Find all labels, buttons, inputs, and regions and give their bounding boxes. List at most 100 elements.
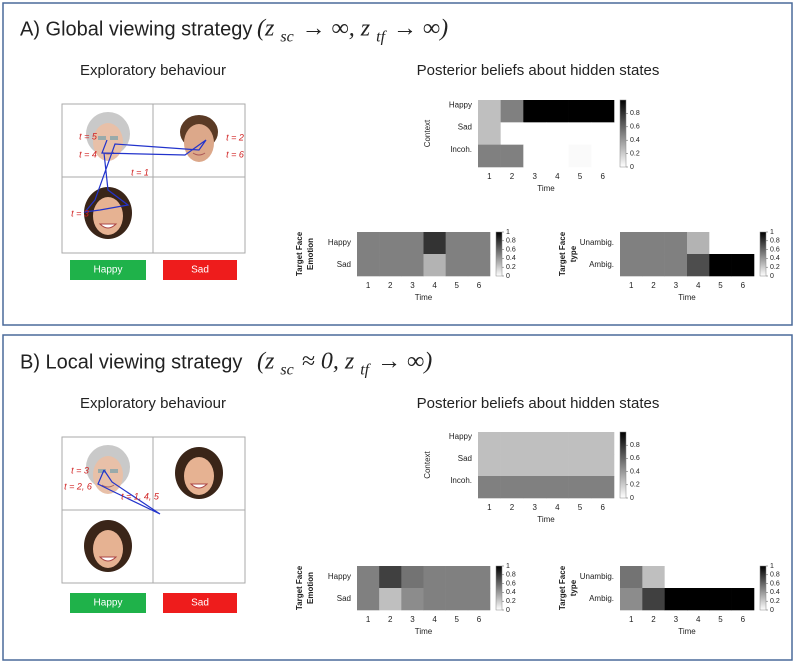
heatmap-cell — [500, 144, 524, 168]
heatmap-cell — [478, 122, 501, 145]
x-tick-label: 3 — [674, 615, 679, 624]
colorbar-tick-label: 0.8 — [770, 238, 780, 245]
x-tick-label: 3 — [532, 172, 537, 181]
heatmap-cell — [379, 566, 402, 589]
heatmap-cell — [478, 100, 501, 123]
heatmap-cell — [731, 588, 755, 611]
x-tick-label: 5 — [718, 281, 723, 290]
colorbar-tick-label: 0.2 — [506, 264, 516, 271]
heatmap-cell — [478, 144, 501, 168]
colorbar-tick-label: 0.2 — [770, 264, 780, 271]
row-label: Sad — [337, 594, 351, 603]
heatmap-cell — [423, 588, 446, 611]
time-label: t = 4 — [79, 149, 97, 159]
formula: → ∞) — [377, 349, 432, 375]
heatmap-cell — [664, 588, 688, 611]
y-axis-label: Context — [423, 119, 432, 147]
panel-title: B) Local viewing strategy — [20, 351, 242, 373]
heatmap-cell — [591, 454, 615, 477]
heatmap-cell — [546, 432, 569, 455]
y-axis-label: Target Face — [295, 231, 304, 276]
formula-subscript: tf — [360, 362, 371, 379]
panel-b — [2, 334, 793, 661]
y-axis-label: Target Face — [558, 231, 567, 276]
x-tick-label: 5 — [578, 503, 583, 512]
heatmap-cell — [687, 232, 710, 255]
heatmap-cell — [642, 254, 665, 277]
colorbar-tick-label: 0.2 — [506, 598, 516, 605]
heatmap-cell — [467, 588, 491, 611]
x-tick-label: 2 — [651, 615, 656, 624]
x-tick-label: 1 — [366, 281, 371, 290]
heatmap-cell — [568, 100, 592, 123]
heatmap-cell — [568, 454, 592, 477]
right-heading: Posterior beliefs about hidden states — [417, 62, 660, 79]
colorbar-tick-label: 0.4 — [506, 255, 516, 262]
colorbar-tick-label: 0.4 — [630, 468, 640, 475]
heatmap-cell — [423, 566, 446, 589]
y-axis-label: Context — [423, 450, 432, 478]
heatmap-cell — [731, 566, 755, 589]
face — [83, 186, 133, 240]
colorbar — [495, 565, 503, 611]
x-axis-label: Time — [537, 184, 555, 193]
colorbar-tick-label: 0.8 — [630, 442, 640, 449]
y-axis-label: Emotion — [306, 572, 315, 604]
formula: (z — [257, 349, 275, 375]
heatmap-cell — [664, 232, 688, 255]
button-label: Happy — [94, 265, 123, 276]
time-label: t = 1 — [131, 167, 149, 177]
x-tick-label: 1 — [629, 615, 634, 624]
heatmap-cell — [379, 254, 402, 277]
x-axis-label: Time — [415, 293, 433, 302]
button-label: Happy — [94, 598, 123, 609]
heatmap-cell — [445, 232, 469, 255]
heatmap-cell — [664, 254, 688, 277]
colorbar-tick-label: 1 — [770, 229, 774, 236]
panel-border — [2, 2, 793, 326]
heatmap-cell — [620, 588, 643, 611]
heatmap-cell — [687, 588, 710, 611]
row-label: Incoh. — [450, 476, 472, 485]
heatmap-cell — [500, 100, 524, 123]
row-label: Happy — [449, 432, 472, 441]
heatmap-cell — [709, 588, 732, 611]
colorbar-tick-label: 0.8 — [630, 110, 640, 117]
x-tick-label: 4 — [696, 615, 701, 624]
row-label: Ambig. — [589, 260, 614, 269]
heatmap-cell — [642, 588, 665, 611]
time-label: t = 1, 4, 5 — [121, 491, 160, 501]
heatmap-cell — [401, 566, 424, 589]
colorbar — [619, 99, 627, 168]
heatmap-cell — [478, 454, 501, 477]
colorbar-tick-label: 0.4 — [506, 589, 516, 596]
heatmap-cell — [500, 454, 524, 477]
panel-title: A) Global viewing strategy — [20, 18, 252, 40]
heatmap-cell — [709, 566, 732, 589]
heatmap-cell — [500, 432, 524, 455]
x-tick-label: 6 — [600, 172, 605, 181]
y-axis-label: type — [569, 579, 578, 596]
scanpath — [97, 469, 161, 515]
colorbar-tick-label: 0 — [770, 607, 774, 614]
button-label: Sad — [191, 598, 209, 609]
button-label: Sad — [191, 265, 209, 276]
heatmap-cell — [500, 476, 524, 499]
row-label: Unambig. — [580, 238, 614, 247]
row-label: Sad — [458, 123, 472, 132]
happy-button — [70, 593, 146, 613]
heatmap-cell — [401, 232, 424, 255]
left-heading: Exploratory behaviour — [80, 395, 226, 412]
y-axis-label: Target Face — [558, 565, 567, 610]
heatmap-cell — [500, 122, 524, 145]
time-label: t = 6 — [226, 149, 244, 159]
x-tick-label: 5 — [718, 615, 723, 624]
x-tick-label: 4 — [555, 503, 560, 512]
face — [174, 446, 224, 500]
heatmap-cell — [523, 476, 547, 499]
heatmap-cell — [357, 232, 380, 255]
x-axis-label: Time — [678, 627, 696, 636]
heatmap-cell — [591, 100, 615, 123]
heatmap-cell — [467, 254, 491, 277]
colorbar — [759, 231, 767, 277]
